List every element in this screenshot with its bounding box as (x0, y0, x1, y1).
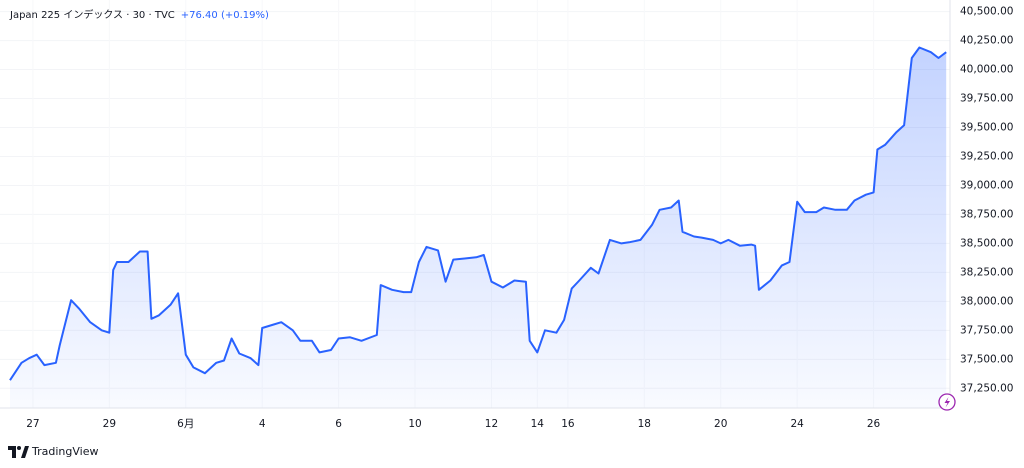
x-tick-label: 16 (561, 418, 575, 430)
brand-logo (8, 446, 29, 458)
y-tick-label: 38,000.00 (960, 295, 1013, 307)
x-tick-label: 10 (408, 418, 421, 430)
x-tick-label: 27 (26, 418, 39, 430)
y-tick-label: 37,750.00 (960, 324, 1013, 336)
x-tick-label: 26 (867, 418, 881, 430)
x-tick-label: 18 (638, 418, 651, 430)
y-tick-label: 38,250.00 (960, 266, 1013, 278)
y-tick-label: 37,500.00 (960, 353, 1013, 365)
y-tick-label: 39,750.00 (960, 93, 1013, 105)
x-tick-label: 12 (485, 418, 498, 430)
x-tick-label: 29 (103, 418, 116, 430)
brand-name: TradingView (31, 445, 98, 458)
plot (9, 46, 947, 408)
x-tick-label: 20 (714, 418, 727, 430)
x-tick-label: 14 (531, 418, 545, 430)
y-tick-label: 39,000.00 (960, 179, 1013, 191)
y-tick-label: 37,250.00 (960, 382, 1013, 394)
chart-title: Japan 225 インデックス · 30 · TVC (9, 8, 175, 21)
y-tick-label: 40,500.00 (960, 6, 1013, 18)
change-label: +76.40 (+0.19%) (181, 10, 269, 21)
y-tick-label: 38,750.00 (960, 208, 1013, 220)
x-tick-label: 6月 (177, 418, 194, 430)
y-tick-label: 38,500.00 (960, 237, 1013, 249)
y-tick-label: 40,250.00 (960, 35, 1013, 47)
x-tick-label: 4 (259, 418, 266, 430)
price-line (9, 46, 947, 381)
y-tick-label: 39,500.00 (960, 122, 1013, 134)
x-tick-label: 6 (335, 418, 342, 430)
x-tick-label: 24 (790, 418, 804, 430)
y-tick-label: 39,250.00 (960, 150, 1013, 162)
flash-icon[interactable] (938, 393, 956, 411)
area-fill (10, 47, 947, 408)
y-tick-label: 40,000.00 (960, 64, 1013, 76)
